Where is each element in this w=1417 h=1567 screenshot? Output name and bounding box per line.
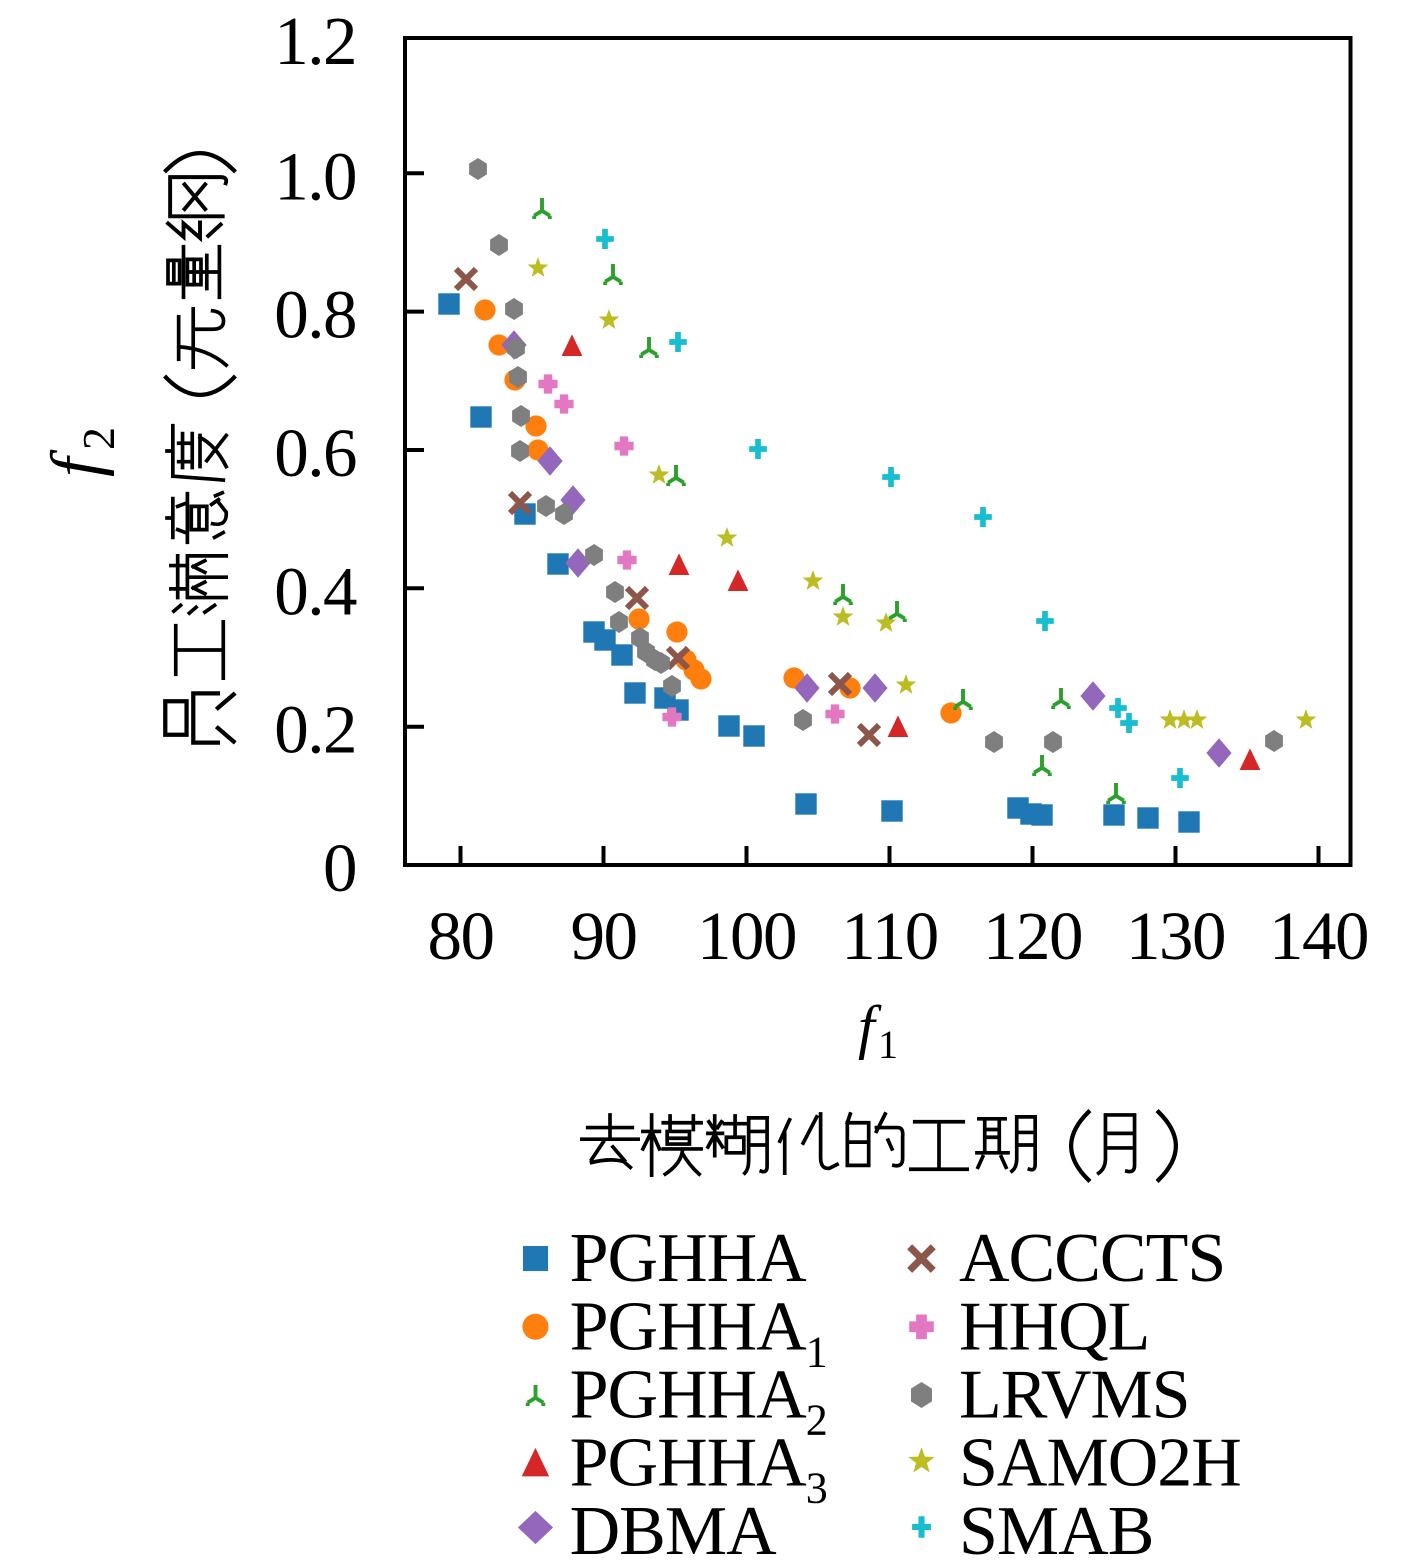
svg-text:DBMA: DBMA <box>570 1493 777 1567</box>
svg-text:120: 120 <box>983 898 1082 974</box>
svg-text:f: f <box>38 449 115 477</box>
svg-text:PGHHA3: PGHHA3 <box>570 1425 827 1513</box>
svg-text:PGHHA: PGHHA <box>570 1220 808 1297</box>
svg-text:130: 130 <box>1126 898 1225 974</box>
svg-text:1: 1 <box>878 1022 898 1067</box>
svg-text:PGHHA1: PGHHA1 <box>570 1288 827 1376</box>
svg-text:SMAB: SMAB <box>959 1493 1153 1567</box>
svg-text:SAMO2H: SAMO2H <box>959 1425 1241 1502</box>
svg-text:140: 140 <box>1269 898 1368 974</box>
svg-text:1.0: 1.0 <box>274 138 356 214</box>
svg-text:90: 90 <box>571 898 637 974</box>
svg-text:0.4: 0.4 <box>274 553 357 629</box>
svg-text:100: 100 <box>697 898 796 974</box>
svg-text:LRVMS: LRVMS <box>959 1357 1190 1434</box>
svg-text:0: 0 <box>323 830 356 906</box>
svg-text:PGHHA2: PGHHA2 <box>570 1357 827 1445</box>
svg-text:0.8: 0.8 <box>274 277 356 353</box>
svg-text:2: 2 <box>73 427 124 450</box>
svg-text:HHQL: HHQL <box>959 1288 1149 1365</box>
svg-text:ACCCTS: ACCCTS <box>959 1220 1225 1297</box>
svg-text:0.2: 0.2 <box>274 692 356 768</box>
svg-text:0.6: 0.6 <box>274 415 356 491</box>
svg-text:1.2: 1.2 <box>274 3 356 79</box>
svg-text:110: 110 <box>841 898 937 974</box>
svg-text:80: 80 <box>428 898 494 974</box>
